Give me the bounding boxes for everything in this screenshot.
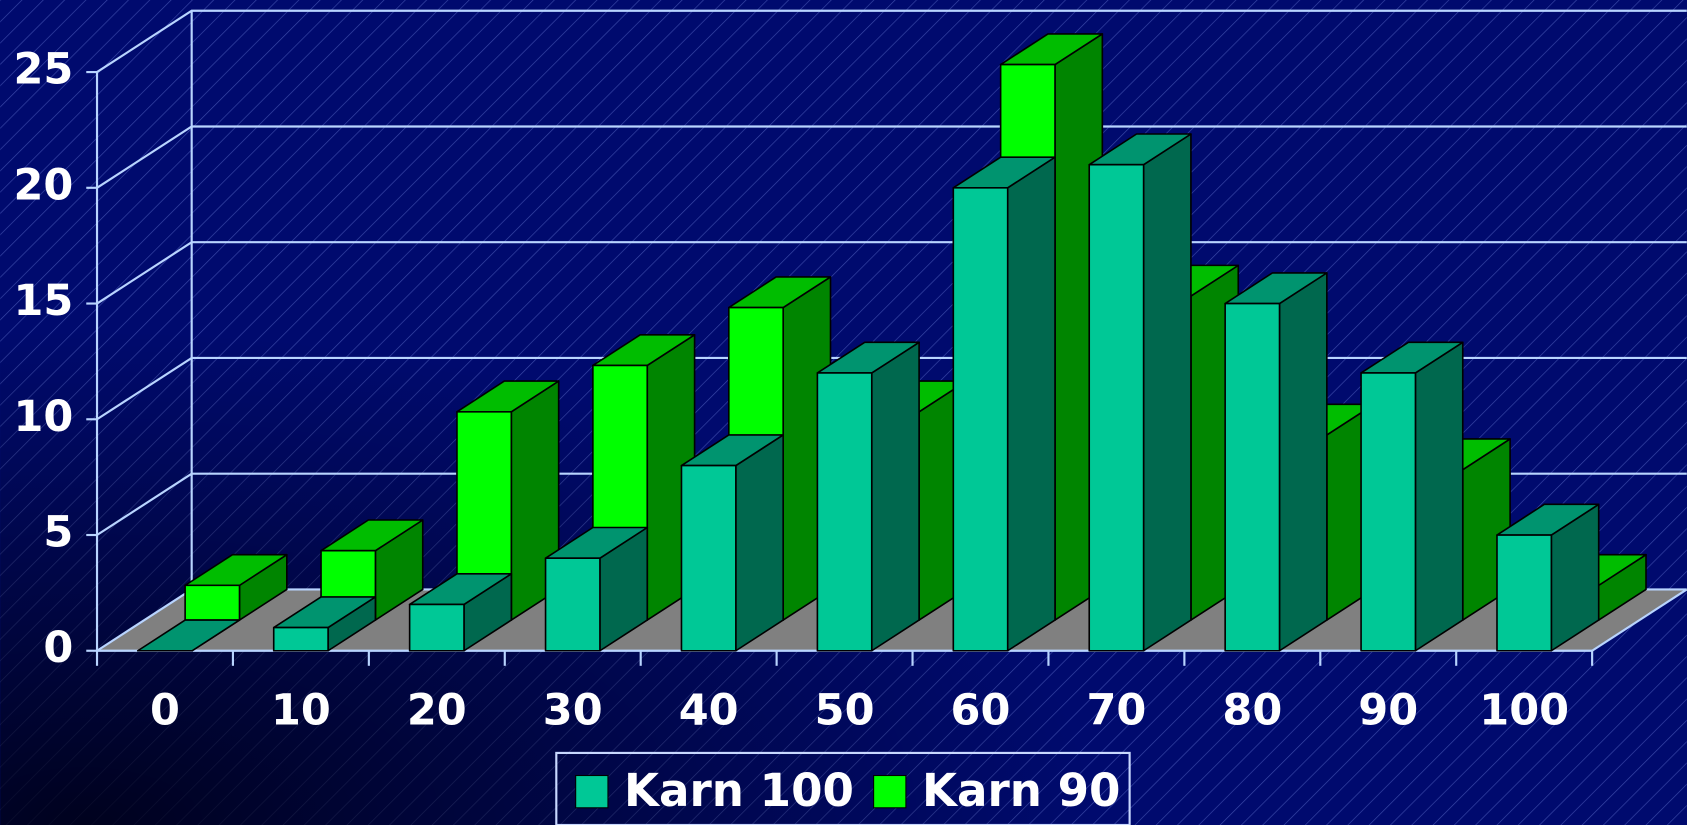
y-tick-label: 20 <box>13 160 73 210</box>
plot-area: 0 5 10 15 20 25 0 10 20 30 40 50 60 70 80 90 100 <box>13 9 1687 736</box>
x-tick-label: 70 <box>1086 686 1146 736</box>
bar-front <box>1088 163 1145 652</box>
bar-side <box>1142 133 1192 652</box>
legend-box <box>555 751 1131 825</box>
bar-front <box>408 603 465 652</box>
legend-label: Karn 90 <box>922 764 1120 817</box>
bar-side <box>870 341 920 652</box>
bar <box>1224 272 1328 652</box>
x-axis-depth <box>1591 588 1687 652</box>
x-tick-label: 30 <box>543 686 603 736</box>
x-tick-label: 20 <box>407 686 467 736</box>
grid-line <box>96 9 1687 73</box>
bar-front <box>184 584 241 621</box>
legend-swatch <box>873 774 907 809</box>
bar <box>544 526 649 652</box>
legend-label: Karn 100 <box>624 764 854 817</box>
y-tick-label: 15 <box>13 276 73 326</box>
bar-front <box>952 186 1009 652</box>
bar <box>1088 133 1192 652</box>
bar-side <box>1006 156 1056 652</box>
bar <box>184 553 288 621</box>
legend: Karn 100 Karn 90 <box>575 764 1120 817</box>
bar <box>952 156 1056 652</box>
x-tick-label: 100 <box>1479 686 1569 736</box>
x-tick-label: 50 <box>815 686 875 736</box>
bar-side <box>1414 341 1464 652</box>
bar <box>136 619 241 652</box>
y-tick-label: 25 <box>13 45 73 95</box>
x-tick-label: 10 <box>271 686 331 736</box>
bar <box>680 434 784 652</box>
bar-front <box>272 626 329 652</box>
x-tick-label: 60 <box>951 686 1011 736</box>
bar-front <box>1360 372 1417 652</box>
x-tick-label: 0 <box>150 686 180 736</box>
bar <box>1360 341 1464 652</box>
bar <box>816 341 920 652</box>
x-tick-label: 90 <box>1358 686 1418 736</box>
bar-side <box>735 434 784 652</box>
grid-line <box>96 125 1687 189</box>
bar <box>272 596 377 652</box>
y-tick-label: 0 <box>43 623 73 673</box>
bar-front <box>680 464 737 652</box>
x-tick-label: 80 <box>1222 686 1282 736</box>
bar <box>1496 503 1600 652</box>
bar-front <box>816 372 873 652</box>
y-tick-label: 5 <box>43 508 73 558</box>
bar-front <box>1224 302 1281 652</box>
y-tick-label: 10 <box>13 392 73 442</box>
bar <box>408 572 513 652</box>
bar-side <box>1278 272 1328 652</box>
bar-front <box>544 557 601 652</box>
bar-front <box>1496 534 1553 652</box>
x-tick-label: 40 <box>679 686 739 736</box>
legend-swatch <box>575 774 609 809</box>
